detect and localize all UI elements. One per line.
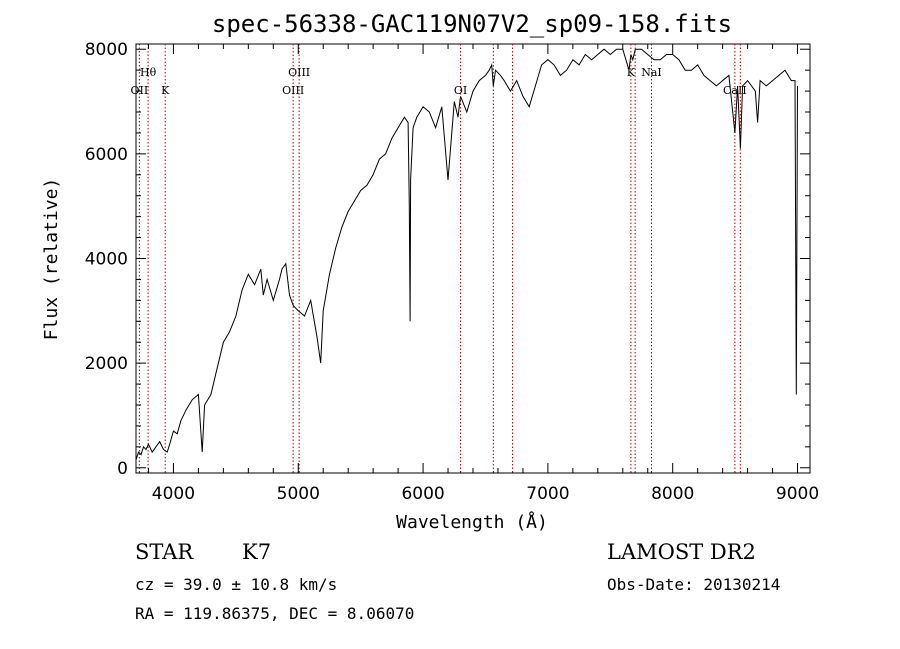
obs-date-text: Obs-Date: 20130214 [607,575,781,594]
y-tick-label: 4000 [85,250,128,270]
line-marker-label-8: K [627,66,636,79]
x-tick-label: 8000 [651,484,694,504]
line-marker-label-5: OI [454,84,467,97]
object-class: STAR [135,540,194,564]
survey-name: LAMOST DR2 [607,540,756,564]
y-tick-label: 0 [117,459,128,479]
line-marker-label-4: OIII [288,66,310,79]
line-marker-label-0: OII [131,84,149,97]
y-axis-title: Flux (relative) [41,178,62,341]
y-tick-label: 2000 [85,354,128,374]
spectrum-line [135,48,798,461]
object-subclass: K7 [242,540,272,564]
line-marker-label-1: Hθ [140,66,157,79]
coordinates-text: RA = 119.86375, DEC = 8.06070 [135,604,415,623]
plot-frame [135,43,811,474]
line-marker-label-2: K [161,84,170,97]
y-tick-label: 6000 [85,145,128,165]
x-tick-label: 9000 [776,484,819,504]
line-marker-label-10: NaI [641,66,662,79]
axis-ticks [136,44,810,473]
redshift-text: cz = 39.0 ± 10.8 km/s [135,575,338,594]
chart-title: spec-56338-GAC119N07V2_sp09-158.fits [212,10,732,38]
x-axis-title: Wavelength (Å) [396,511,548,533]
x-tick-label: 6000 [401,484,444,504]
x-tick-label: 4000 [152,484,195,504]
x-tick-label: 5000 [277,484,320,504]
tick-labels: 4000 5000 6000 7000 8000 9000 0 2000 4000 6000 800… [85,40,819,504]
line-marker-label-3: OIII [282,84,304,97]
x-tick-label: 7000 [526,484,569,504]
y-tick-label: 8000 [85,40,128,60]
